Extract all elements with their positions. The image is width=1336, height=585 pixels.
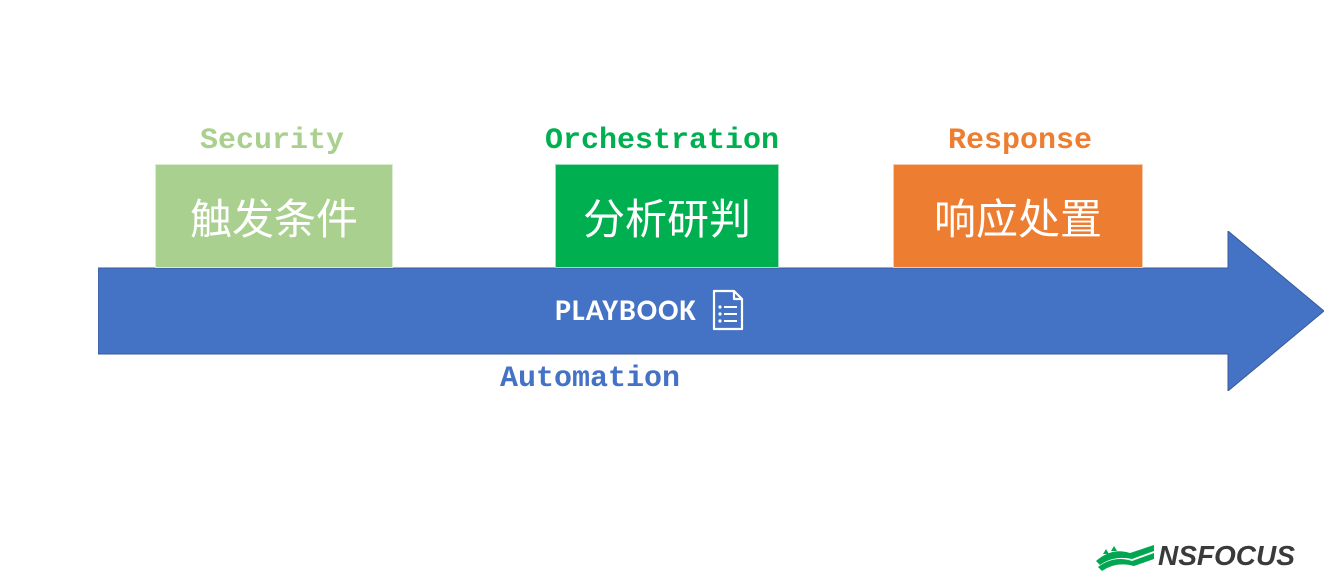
logo-text: NSFOCUS [1158, 540, 1295, 572]
automation-label: Automation [500, 362, 680, 396]
arrow-playbook-label: PLAYBOOK [555, 289, 745, 331]
logo-mark-icon [1096, 541, 1154, 571]
stage-box-analysis-text: 分析研判 [583, 186, 751, 247]
stage-box-response-text: 响应处置 [934, 186, 1102, 247]
stage-label-response: Response [948, 124, 1092, 158]
diagram-canvas: Security 触发条件 Orchestration 分析研判 Respons… [0, 0, 1336, 585]
stage-label-security: Security [200, 124, 344, 158]
document-icon [711, 289, 745, 331]
stage-label-orchestration: Orchestration [545, 124, 779, 158]
brand-logo: NSFOCUS [1096, 540, 1295, 572]
stage-box-trigger: 触发条件 [155, 164, 393, 268]
stage-box-response: 响应处置 [893, 164, 1143, 268]
stage-box-analysis: 分析研判 [555, 164, 779, 268]
stage-box-trigger-text: 触发条件 [190, 186, 358, 247]
playbook-text: PLAYBOOK [555, 292, 697, 329]
